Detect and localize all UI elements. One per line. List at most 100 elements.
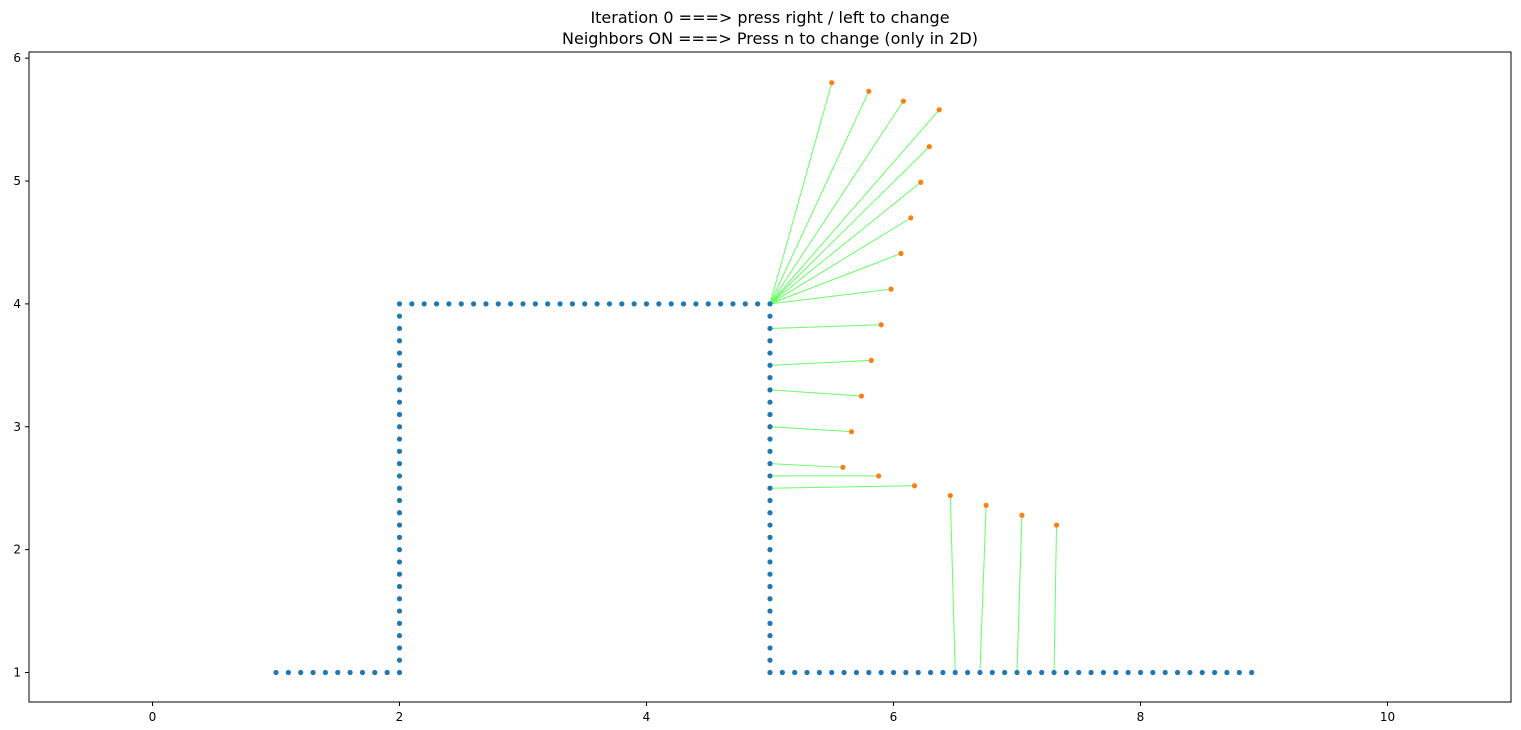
reference-point	[816, 669, 823, 676]
reference-point	[767, 547, 773, 553]
reference-point	[384, 669, 390, 676]
reference-point	[755, 301, 761, 307]
reference-point	[1051, 669, 1057, 676]
moving-point	[918, 179, 924, 185]
reference-point	[903, 669, 909, 676]
reference-point	[767, 325, 773, 332]
reference-point	[483, 301, 489, 307]
reference-point	[532, 301, 538, 307]
reference-point	[396, 338, 403, 344]
reference-point	[927, 669, 934, 676]
reference-point	[767, 411, 773, 418]
x-tick-label: 10	[1380, 710, 1395, 724]
reference-point	[396, 669, 403, 676]
reference-point	[433, 301, 440, 307]
reference-point	[471, 301, 477, 307]
reference-point	[335, 669, 341, 676]
reference-point	[656, 301, 662, 307]
x-tick-label: 8	[1137, 710, 1145, 724]
reference-point	[396, 325, 403, 332]
reference-point	[396, 473, 403, 479]
reference-point	[1076, 669, 1082, 676]
moving-points	[829, 80, 1060, 528]
reference-point	[767, 510, 773, 516]
reference-point	[1063, 669, 1069, 676]
reference-point	[396, 375, 403, 381]
x-tick-label: 0	[149, 710, 157, 724]
reference-point	[767, 559, 773, 565]
reference-point	[767, 399, 773, 405]
neighbor-link	[769, 389, 862, 397]
reference-point	[668, 301, 674, 307]
neighbor-link	[1016, 515, 1023, 673]
reference-point	[396, 657, 403, 663]
reference-point	[767, 620, 773, 626]
reference-point	[396, 362, 403, 368]
reference-point	[372, 669, 378, 676]
reference-point	[273, 669, 279, 676]
reference-point	[396, 448, 403, 454]
reference-point	[890, 669, 897, 676]
reference-point	[643, 301, 650, 307]
moving-point	[898, 250, 904, 257]
reference-point	[767, 608, 773, 614]
reference-point	[767, 362, 773, 368]
moving-point	[878, 322, 884, 328]
neighbor-link	[769, 426, 852, 433]
chart-title-line-2: Neighbors ON ===> Press n to change (onl…	[562, 29, 978, 48]
reference-point	[322, 669, 328, 676]
moving-point	[848, 429, 855, 435]
reference-point	[989, 669, 995, 676]
reference-point	[693, 301, 699, 307]
reference-point	[1150, 669, 1156, 676]
moving-point	[911, 483, 918, 489]
reference-point	[1002, 669, 1008, 676]
reference-point	[298, 669, 304, 676]
reference-point	[742, 301, 748, 307]
reference-point	[1125, 669, 1131, 676]
reference-point	[1199, 669, 1205, 676]
neighbor-link	[949, 495, 956, 673]
reference-point	[582, 301, 588, 307]
moving-point	[936, 107, 942, 113]
neighbor-link	[769, 100, 904, 305]
x-tick-label: 4	[643, 710, 651, 724]
reference-point	[792, 669, 798, 676]
reference-point	[767, 571, 773, 577]
reference-point	[396, 399, 403, 405]
reference-point	[866, 669, 872, 676]
neighbor-link	[769, 463, 843, 468]
reference-point	[718, 301, 724, 307]
reference-point	[977, 669, 983, 676]
x-tick-label: 2	[396, 710, 404, 724]
neighbor-link	[769, 359, 872, 366]
reference-point	[829, 669, 835, 676]
reference-point	[878, 669, 884, 676]
chart-title-line-1: Iteration 0 ===> press right / left to c…	[590, 8, 949, 27]
y-axis-ticks: 1 2 3 4 5 6	[13, 51, 29, 680]
moving-point	[1019, 512, 1025, 518]
reference-point	[446, 301, 452, 307]
reference-point	[767, 633, 773, 639]
reference-point	[841, 669, 847, 676]
neighbor-link	[1053, 525, 1058, 673]
reference-point	[1162, 669, 1168, 676]
reference-point	[767, 375, 773, 381]
neighbor-link	[769, 288, 892, 305]
y-tick-label: 1	[13, 666, 21, 680]
reference-point	[396, 534, 403, 540]
reference-point	[458, 301, 464, 307]
axes-frame	[28, 51, 1512, 703]
reference-point	[853, 669, 860, 676]
reference-point	[396, 559, 403, 565]
reference-point	[1088, 669, 1094, 676]
reference-point	[767, 596, 773, 602]
reference-point	[730, 301, 736, 307]
reference-point	[767, 657, 773, 663]
reference-point	[396, 313, 403, 319]
neighbor-link	[769, 109, 940, 305]
reference-point	[396, 301, 403, 307]
moving-point	[868, 357, 874, 364]
moving-point	[983, 502, 989, 509]
